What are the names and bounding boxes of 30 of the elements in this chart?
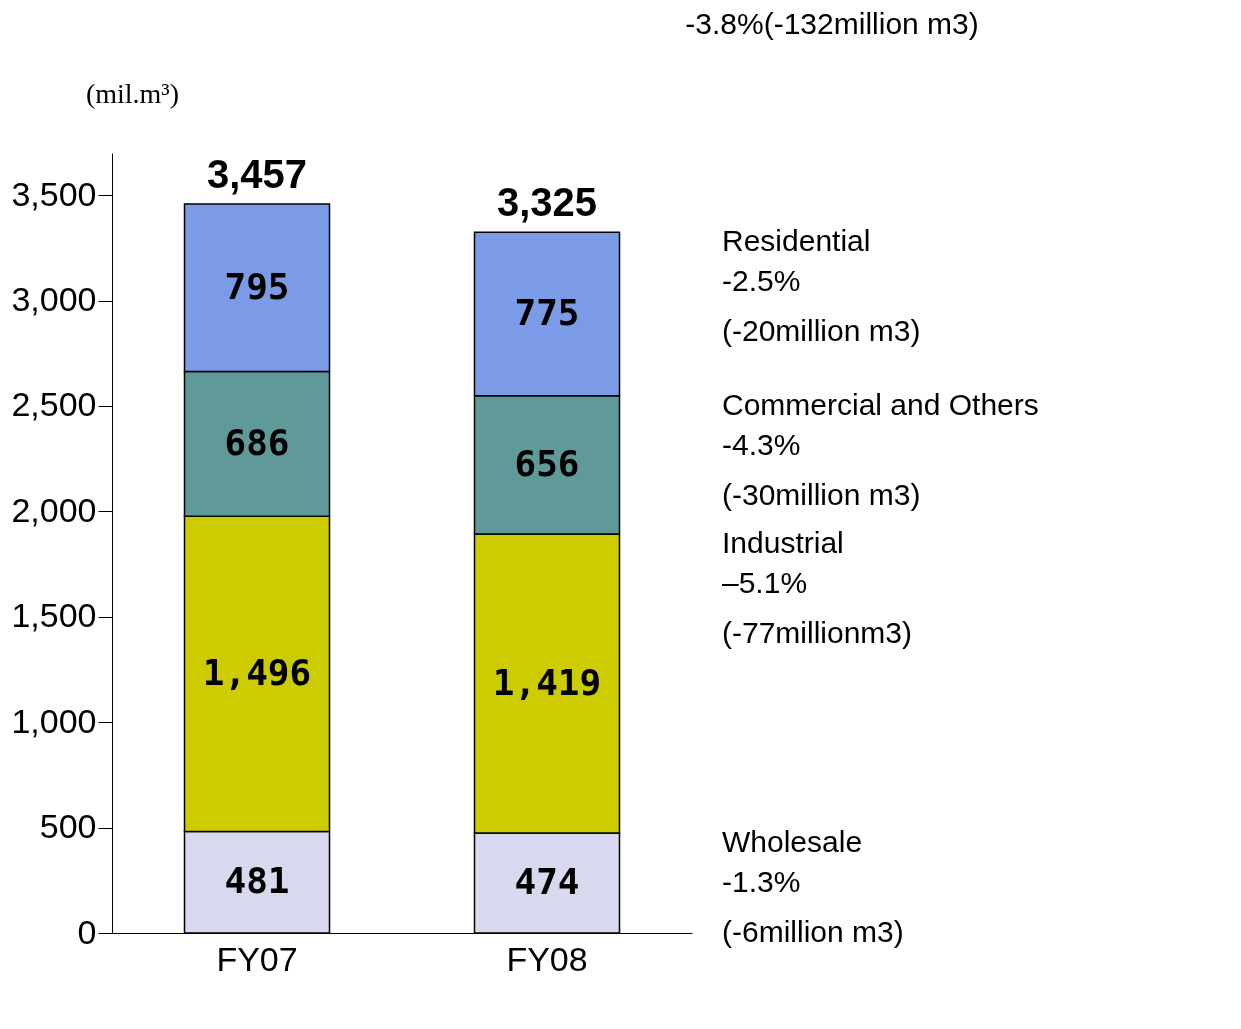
data-label: 1,419	[492, 661, 602, 703]
text: Industrial	[722, 525, 844, 559]
data-label: 795	[224, 265, 290, 307]
y-axis-title: (mil.m³)	[85, 77, 180, 109]
data-label: 474	[514, 861, 580, 903]
text: Commercial and Others	[722, 387, 1039, 421]
text: -2.5% (-20million m3)	[722, 264, 921, 348]
y-tick-label: 1,500	[11, 596, 97, 635]
y-tick-label: 500	[39, 807, 97, 846]
y-tick-label: 2,500	[11, 385, 97, 424]
data-label: 1,496	[202, 651, 312, 693]
text: –5.1% (-77millionm3)	[722, 565, 913, 649]
total-label: 3,325	[496, 180, 598, 225]
total-label: 3,457	[206, 152, 308, 197]
y-tick-label: 0	[77, 912, 97, 951]
y-tick-label: 1,000	[11, 701, 97, 740]
x-tick-label: FY08	[506, 939, 588, 978]
y-tick-label: 2,000	[11, 490, 97, 529]
text: -4.3% (-30million m3)	[722, 427, 921, 511]
y-tick-label: 3,000	[11, 280, 97, 319]
data-label: 686	[224, 421, 290, 463]
data-label: 775	[514, 291, 580, 333]
text: Residential	[722, 224, 871, 258]
text: Wholesale	[722, 825, 863, 859]
data-label: 656	[514, 442, 580, 484]
data-label: 481	[224, 860, 290, 902]
x-tick-label: FY07	[216, 939, 298, 978]
y-tick-label: 3,500	[11, 174, 97, 213]
text: -1.3% (-6million m3)	[722, 865, 904, 949]
text: -3.8%(-132million m3)	[685, 7, 979, 40]
